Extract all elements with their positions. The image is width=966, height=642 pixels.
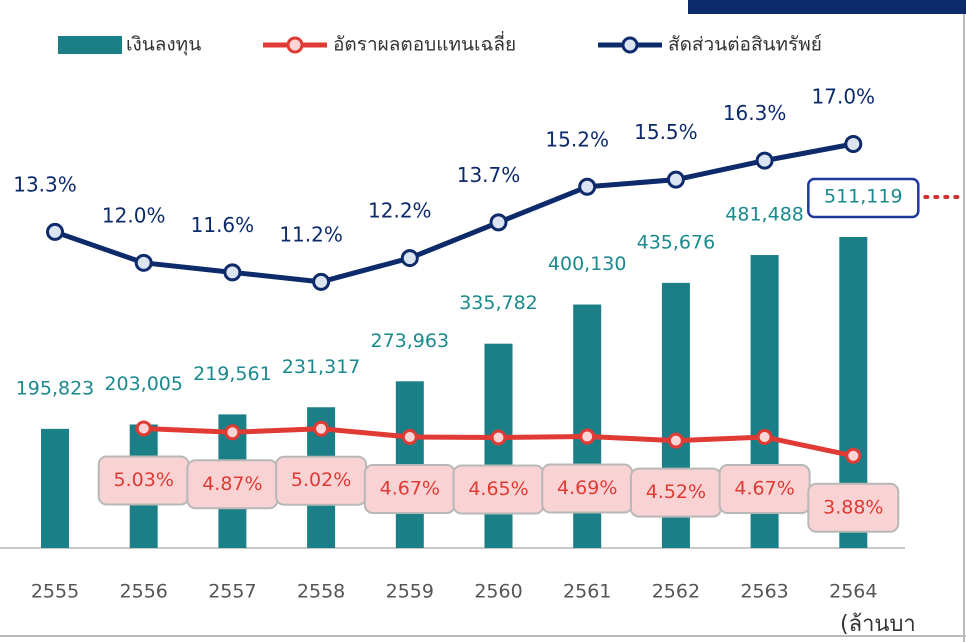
unit-note: (ล้านบา [840,612,916,637]
point [666,170,685,189]
x-tick-label: 2559 [386,581,434,603]
legend-swatch [621,36,639,54]
x-tick-label: 2564 [829,581,877,603]
point-label: 5.03% [114,469,174,491]
point [224,424,241,441]
point-label: 4.65% [468,478,528,500]
bar-label: 219,561 [193,363,272,385]
bar-label: 203,005 [104,373,183,395]
point-label: 4.69% [557,477,617,499]
x-tick-label: 2556 [120,581,168,603]
point [46,222,64,241]
legend-label: อัตราผลตอบแทนเฉลี่ย [333,31,516,56]
point-label: 16.3% [723,101,787,125]
bar-label: 400,130 [548,253,627,275]
header-tab [688,0,966,14]
point [844,135,863,153]
bar-label: 273,963 [371,330,450,352]
point [490,429,507,446]
point-label: 12.0% [102,203,166,227]
point [134,253,153,272]
point-label: 17.0% [812,85,876,109]
legend-swatch [58,36,122,54]
point-label: 4.67% [734,478,794,500]
point [578,177,597,196]
point [313,420,330,437]
point [489,213,508,232]
bar-label: 335,782 [459,292,538,314]
legend-label: สัดส่วนต่อสินทรัพย์ [668,34,822,56]
point-label: 4.67% [380,478,440,500]
bar-label: 481,488 [725,204,804,226]
point [312,272,331,291]
bar [41,428,69,548]
x-tick-label: 2557 [208,581,256,603]
x-tick-label: 2561 [563,581,611,603]
x-tick-label: 2560 [474,581,522,603]
x-tick-label: 2558 [297,581,345,603]
point [400,249,419,268]
point-label: 13.3% [13,172,77,196]
highlight-box [807,177,920,219]
point-label: 5.02% [291,469,351,491]
point-label: 13.7% [457,163,521,187]
line [54,141,854,285]
bar-label: 511,119 [824,186,903,208]
legend-label: เงินลงทุน [126,34,201,57]
point-label: 3.88% [823,496,883,518]
label-box [807,482,900,533]
point [135,420,152,437]
point [667,432,684,449]
point [223,263,242,282]
point-label: 15.5% [634,120,698,144]
bar-label: 195,823 [16,377,95,399]
point-label: 11.6% [191,213,255,237]
x-tick-label: 2562 [652,581,700,603]
point-label: 4.52% [646,481,706,503]
point-label: 11.2% [279,222,343,246]
point-label: 4.87% [202,473,262,495]
bar [484,343,513,548]
point [755,151,774,170]
bar-label: 435,676 [637,231,716,253]
legend-swatch [286,36,304,54]
x-tick-label: 2563 [740,581,788,603]
point [756,429,773,446]
bar-label: 231,317 [282,356,361,378]
point-label: 12.2% [368,199,432,223]
x-tick-label: 2555 [31,581,79,603]
point [401,429,418,446]
point [579,428,596,445]
point-label: 15.2% [545,127,609,151]
point [845,447,862,464]
